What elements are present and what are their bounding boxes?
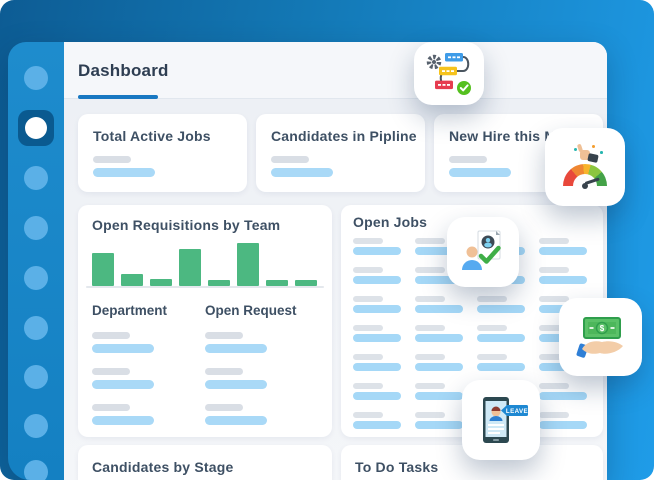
skeleton-row [205,404,318,425]
chart-bar [266,280,288,286]
skeleton-row [353,267,415,296]
workflow-badge [414,42,484,105]
chart-bar [237,243,259,286]
open-requisitions-title: Open Requisitions by Team [92,217,281,233]
svg-text:LEAVE: LEAVE [506,408,528,415]
sidebar-item-dot [25,117,47,139]
skeleton-row [92,368,205,389]
skeleton-row [92,404,205,425]
performance-gauge-icon [560,143,610,190]
sidebar [8,42,64,480]
candidate-approved-icon [462,230,501,270]
skeleton-row [539,238,601,267]
candidates-by-stage-card: Candidates by Stage [78,445,332,480]
candidates-by-stage-title: Candidates by Stage [92,459,234,475]
sidebar-item[interactable] [24,460,48,480]
chart-bar [150,279,172,286]
page-title: Dashboard [78,61,169,80]
sidebar-item[interactable] [24,316,48,340]
skeleton-row [353,296,415,325]
leave-request-icon: LEAVE [483,397,528,443]
skeleton-value [271,156,410,177]
skeleton-row [539,267,601,296]
skeleton-row [205,368,318,389]
stat-card-candidates-in-pipeline: Candidates in Pipline [256,114,425,192]
active-tab-indicator [78,95,158,99]
skeleton-value [93,156,232,177]
sidebar-item[interactable] [24,266,48,290]
chart-bar [121,274,143,286]
workflow-icon [426,52,471,95]
requisitions-bar-chart [92,239,318,286]
skeleton-row [353,325,415,354]
skeleton-row [477,325,539,354]
skeleton-row [205,332,318,353]
chart-bar [92,253,114,286]
chart-bar [295,280,317,286]
skeleton-row [415,354,477,383]
column-header-open-request: Open Request [205,303,297,318]
column-header-department: Department [92,303,168,318]
sidebar-item[interactable] [24,365,48,389]
open-request-skeleton-list [205,332,318,425]
chart-baseline [86,286,324,288]
sidebar-item[interactable] [24,166,48,190]
svg-text:$: $ [599,324,604,333]
skeleton-row [477,354,539,383]
salary-in-hand-icon: $ [576,317,623,358]
open-requisitions-card: Open Requisitions by Team Department Ope… [78,205,332,437]
skeleton-row [353,238,415,267]
skeleton-row [415,412,477,437]
stat-card-total-active-jobs: Total Active Jobs [78,114,247,192]
skeleton-row [539,412,601,437]
salary-in-hand-badge: $ [559,298,642,376]
skeleton-row [415,296,477,325]
skeleton-row [92,332,205,353]
skeleton-row [353,354,415,383]
todo-tasks-title: To Do Tasks [355,459,439,475]
stat-card-title: Total Active Jobs [93,128,211,144]
skeleton-value [449,156,588,177]
skeleton-row [539,383,601,412]
sidebar-item[interactable] [24,414,48,438]
dashboard-content: Total Active Jobs Candidates in Pipline … [64,99,607,480]
skeleton-row [415,383,477,412]
open-jobs-title: Open Jobs [353,214,428,230]
main-panel: Dashboard Total Active Jobs Candidates i… [64,42,607,480]
department-skeleton-list [92,332,205,425]
skeleton-row [415,267,477,296]
leave-request-badge: LEAVE [462,380,540,460]
performance-gauge-badge [545,128,625,206]
skeleton-row [477,296,539,325]
candidate-approved-badge [447,217,519,287]
page-header: Dashboard [64,42,607,99]
sidebar-item[interactable] [24,66,48,90]
dashboard-window: Dashboard Total Active Jobs Candidates i… [8,42,607,480]
sidebar-item-active[interactable] [18,110,54,146]
skeleton-row [415,238,477,267]
skeleton-row [415,325,477,354]
chart-bar [208,280,230,286]
sidebar-item[interactable] [24,216,48,240]
skeleton-row [353,412,415,437]
stat-card-title: Candidates in Pipline [271,128,417,144]
skeleton-row [353,383,415,412]
chart-bar [179,249,201,286]
